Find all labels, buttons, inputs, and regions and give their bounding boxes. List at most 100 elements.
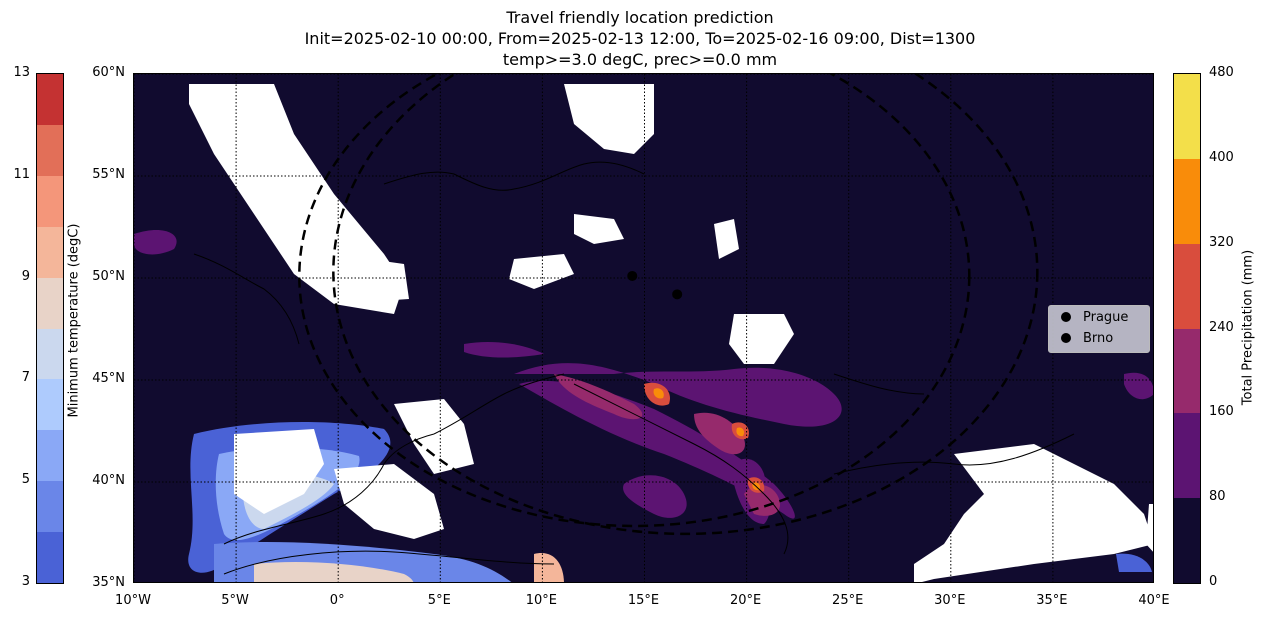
colorbar-tick-label: 9 <box>21 268 30 284</box>
distance-circle-outer <box>332 74 1039 536</box>
colorbar-segment <box>1174 74 1200 160</box>
plot-subtitle-run-info: Init=2025-02-10 00:00, From=2025-02-13 1… <box>304 29 976 48</box>
masked-region-5 <box>729 314 794 364</box>
coastline-6 <box>193 253 300 345</box>
colorbar-segment <box>1174 243 1200 329</box>
legend-item-brno: Brno <box>1061 331 1113 346</box>
colorbar-tick-label: 160 <box>1209 404 1234 420</box>
longitude-tick-label: 25°E <box>832 593 864 608</box>
masked-region-2 <box>564 84 654 154</box>
colorbar-tick-label: 320 <box>1209 234 1234 250</box>
coastline-0 <box>223 433 435 545</box>
map-canvas <box>134 74 1153 582</box>
masked-region-4 <box>714 219 739 259</box>
longitude-tick-label: 35°E <box>1036 593 1068 608</box>
city-marker-prague <box>627 270 638 281</box>
coastline-9 <box>833 373 925 395</box>
masked-region-9 <box>334 464 444 539</box>
temperature-colorbar <box>36 73 64 584</box>
longitude-tick-label: 5°E <box>427 593 451 608</box>
coastlines <box>193 161 1075 575</box>
coastline-5 <box>833 433 1075 475</box>
latitude-tick-label: 60°N <box>92 65 125 80</box>
coastline-3 <box>573 383 765 495</box>
colorbar-segment <box>37 175 63 228</box>
coastline-8 <box>513 161 645 190</box>
masked-region-10 <box>914 444 1153 582</box>
map-gridlines <box>134 74 1153 582</box>
longitude-tick-label: 5°W <box>221 593 249 608</box>
precipitation-area-4 <box>134 229 177 255</box>
masked-region-11 <box>1146 504 1153 552</box>
longitude-tick-label: 10°E <box>525 593 558 608</box>
colorbar-tick-label: 7 <box>21 370 30 386</box>
masked-region-7 <box>394 399 474 474</box>
precipitation-area-1 <box>519 380 795 519</box>
colorbar-tick-label: 240 <box>1209 319 1234 335</box>
temperature-colorbar-label: Minimum temperature (degC) <box>66 223 82 418</box>
masked-regions <box>189 84 1153 582</box>
latitude-tick-label: 55°N <box>92 167 125 182</box>
precipitation-colorbar <box>1173 73 1201 584</box>
colorbar-segment <box>37 226 63 279</box>
temperature-area-4 <box>254 562 414 582</box>
plot-subtitle-thresholds: temp>=3.0 degC, prec>=0.0 mm <box>502 50 778 69</box>
temperature-area-6 <box>1116 553 1152 572</box>
city-markers <box>627 270 683 300</box>
longitude-tick-label: 30°E <box>934 593 966 608</box>
colorbar-tick-label: 400 <box>1209 149 1234 165</box>
latitude-tick-label: 40°N <box>92 473 125 488</box>
map-panel[interactable] <box>133 73 1154 583</box>
masked-region-6 <box>509 254 574 289</box>
temperature-area-5 <box>534 553 564 582</box>
distance-circles <box>298 74 1039 536</box>
colorbar-segment <box>1174 328 1200 414</box>
colorbar-tick-label: 0 <box>1209 574 1218 589</box>
colorbar-segment <box>37 532 63 584</box>
masked-region-1 <box>334 254 409 302</box>
colorbar-segment <box>37 430 63 482</box>
precipitation-area-13 <box>653 388 664 399</box>
marker-dot-icon <box>1061 312 1071 322</box>
precipitation-area-0 <box>514 363 842 427</box>
precipitation-area-9 <box>744 484 780 516</box>
colorbar-segment <box>1174 158 1200 245</box>
longitude-tick-label: 15°E <box>627 593 660 608</box>
colorbar-tick-label: 480 <box>1209 65 1234 80</box>
colorbar-segment <box>37 379 63 431</box>
coastline-2 <box>223 550 555 575</box>
colorbar-segment <box>37 74 63 126</box>
colorbar-tick-label: 80 <box>1209 489 1226 505</box>
colorbar-tick-label: 13 <box>13 65 30 80</box>
longitude-tick-label: 0° <box>329 593 345 608</box>
latitude-tick-label: 35°N <box>92 575 125 590</box>
colorbar-segment <box>1174 413 1200 499</box>
colorbar-tick-label: 5 <box>21 472 30 488</box>
plot-title: Travel friendly location prediction <box>506 8 774 27</box>
precipitation-area-14 <box>736 427 745 437</box>
longitude-tick-label: 40°E <box>1138 593 1170 608</box>
precipitation-area-5 <box>1124 372 1153 400</box>
colorbar-segment <box>37 277 63 329</box>
colorbar-segment <box>1174 498 1200 584</box>
coastline-1 <box>433 373 565 435</box>
masked-region-3 <box>574 214 624 244</box>
marker-dot-icon <box>1061 333 1071 343</box>
city-legend: Prague Brno <box>1048 305 1150 353</box>
longitude-tick-label: 10°W <box>115 593 151 608</box>
legend-item-prague: Prague <box>1061 310 1128 325</box>
precipitation-area-8 <box>694 412 745 455</box>
colorbar-segment <box>37 124 63 177</box>
colorbar-tick-label: 3 <box>21 574 30 589</box>
distance-circle-inner <box>298 74 971 528</box>
coastline-7 <box>383 171 515 191</box>
longitude-tick-label: 20°E <box>729 593 762 608</box>
precipitation-area-6 <box>464 342 544 358</box>
precipitation-colorbar-label: Total Precipitation (mm) <box>1240 249 1256 406</box>
latitude-tick-label: 50°N <box>92 269 125 284</box>
latitude-tick-label: 45°N <box>92 371 125 386</box>
colorbar-segment <box>37 328 63 380</box>
masked-region-8 <box>234 429 324 514</box>
precipitation-area-2 <box>623 475 687 518</box>
city-marker-brno <box>672 289 683 300</box>
